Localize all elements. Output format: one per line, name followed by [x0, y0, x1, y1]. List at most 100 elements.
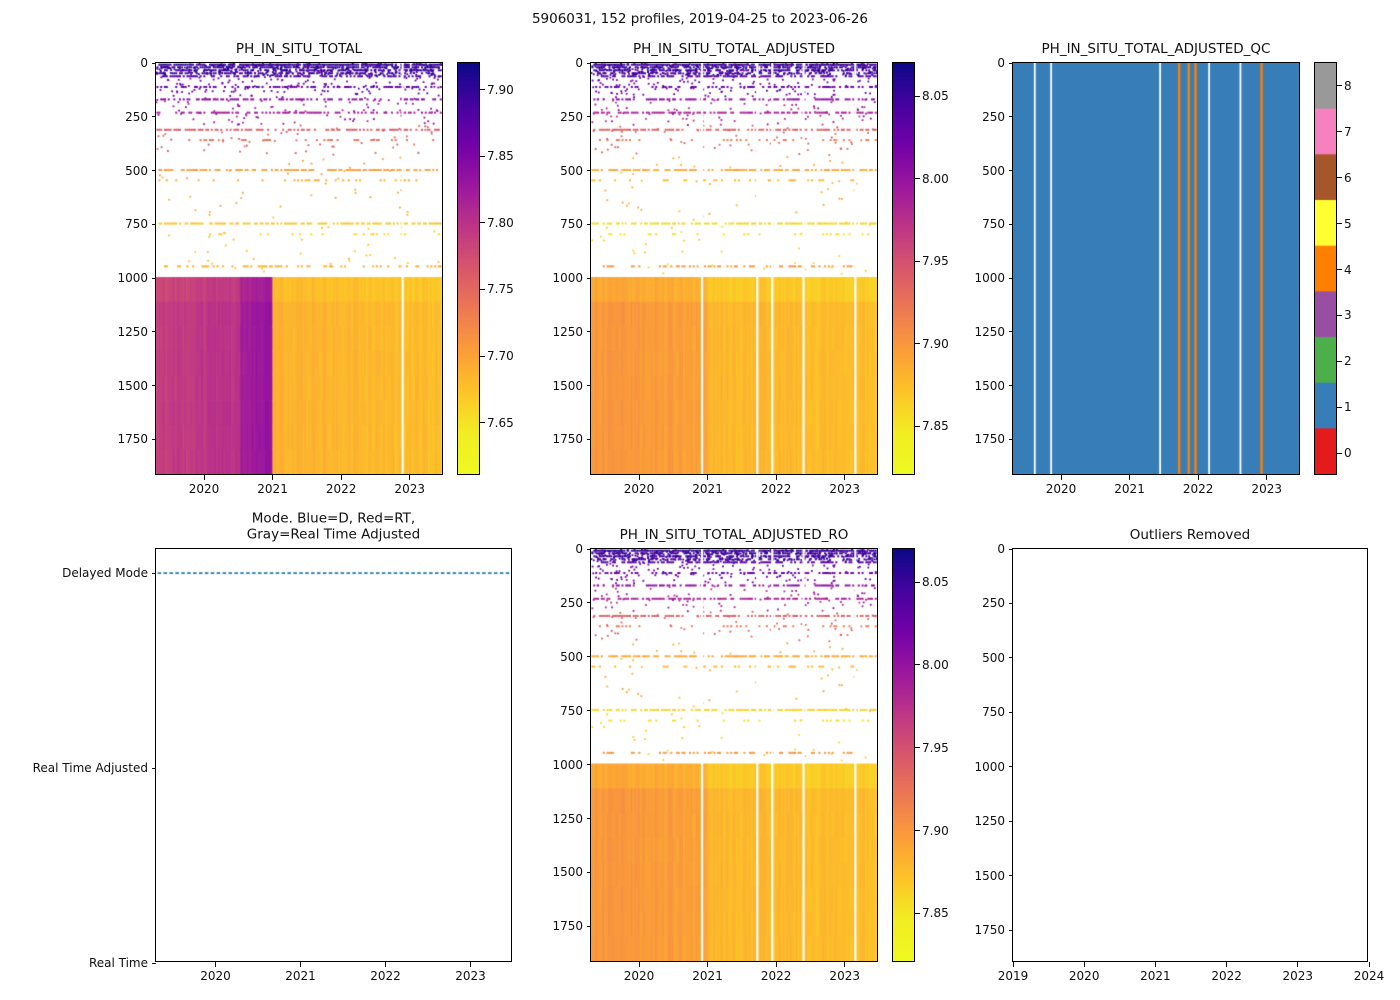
x-tick-label: 2022	[1211, 969, 1242, 983]
y-tick-mark	[586, 277, 591, 279]
x-tick-label: 2021	[1140, 969, 1171, 983]
x-tick-mark	[215, 962, 216, 967]
colorbar-tick-label: 7.65	[487, 415, 514, 430]
y-tick-label: 500	[982, 163, 1005, 178]
x-tick-mark	[844, 475, 846, 480]
y-tick-label: 500	[560, 649, 583, 664]
y-tick-mark	[586, 62, 591, 64]
heatmap-ph-in-situ-total	[156, 63, 442, 474]
y-tick-mark	[1008, 548, 1013, 550]
y-tick-mark	[151, 62, 156, 64]
colorbar-tick-mark	[1337, 452, 1342, 454]
colorbar-tick-label: 8.05	[922, 89, 949, 104]
y-tick-mark	[151, 438, 156, 440]
x-tick-label: 2020	[623, 969, 655, 983]
colorbar-tick-mark	[1337, 223, 1342, 225]
x-tick-label: 2020	[200, 969, 231, 983]
x-tick-label: 2022	[325, 482, 357, 496]
y-tick-mark	[586, 548, 591, 550]
y-tick-mark	[151, 116, 156, 118]
colorbar-tick-mark	[1337, 360, 1342, 362]
subplot-ph-in-situ-total-adjusted-ro: PH_IN_SITU_TOTAL_ADJUSTED_RO 2020 2021 202…	[552, 527, 878, 983]
colorbar-tick-mark	[1337, 314, 1342, 316]
y-tick-label: 750	[560, 217, 583, 232]
x-tick-label: 2023	[1282, 969, 1314, 983]
y-tick-mark	[586, 602, 591, 604]
y-tick-label: 1750	[974, 923, 1005, 938]
colorbar-tick-mark	[915, 178, 920, 180]
y-tick-label: 250	[125, 109, 148, 124]
colorbar-tick-label: 7.85	[922, 906, 949, 921]
x-tick-mark	[1297, 962, 1299, 967]
subplot-ph-in-situ-total-adjusted-qc: PH_IN_SITU_TOTAL_ADJUSTED_QC 2020 2021 202…	[974, 41, 1300, 496]
colorbar-tick-label: 8.00	[922, 171, 949, 186]
x-tick-label: 2020	[623, 482, 655, 496]
colorbar-tick-label: 7.90	[922, 336, 949, 351]
x-tick-mark	[638, 962, 640, 967]
y-tick-mark	[586, 331, 591, 333]
y-tick-label: 1250	[552, 324, 583, 339]
y-tick-label: 750	[982, 705, 1005, 720]
colorbar-ph-in-situ-total-adjusted: 7.85 7.90 7.95 8.00 8.05	[892, 62, 949, 475]
colorbar-tick-mark	[1337, 269, 1342, 270]
colorbar-gradient-icon	[458, 63, 479, 474]
x-tick-label: 2023	[829, 482, 860, 496]
colorbar-discrete-icon	[1315, 63, 1336, 474]
y-tick-mark	[1008, 766, 1013, 768]
colorbar-tick-label: 2	[1344, 354, 1352, 369]
colorbar-tick-label: 7.90	[922, 823, 949, 838]
y-tick-label: 500	[125, 163, 148, 178]
y-tick-label: Real Time	[88, 956, 148, 970]
x-tick-mark	[1197, 475, 1199, 480]
mode-line-plot	[156, 549, 511, 961]
y-tick-label: 1750	[974, 432, 1005, 447]
subplot-outliers-removed: Outliers Removed 2019 2020 2021 2022 2023 202…	[974, 527, 1384, 983]
y-tick-label: 250	[982, 596, 1005, 611]
y-tick-mark	[586, 764, 591, 766]
y-tick-label: 250	[560, 109, 583, 124]
x-tick-mark	[638, 475, 640, 480]
y-tick-mark	[1008, 657, 1013, 659]
colorbar-tick-label: 3	[1344, 308, 1352, 323]
y-tick-mark	[151, 277, 156, 279]
y-tick-mark	[586, 925, 591, 927]
colorbar-tick-label: 7.80	[487, 215, 514, 230]
colorbar-tick-mark	[480, 155, 485, 157]
subplot-title-ph-in-situ-total: PH_IN_SITU_TOTAL	[235, 40, 363, 57]
y-tick-label: 500	[560, 163, 583, 178]
colorbar-tick-mark	[1337, 85, 1342, 87]
colorbar-tick-label: 7.95	[922, 740, 949, 755]
x-tick-mark	[707, 962, 709, 967]
colorbar-tick-mark	[915, 343, 920, 345]
x-tick-mark	[203, 475, 205, 480]
x-tick-label: 2023	[455, 969, 486, 983]
colorbar-tick-label: 7	[1344, 124, 1352, 139]
x-tick-label: 2021	[692, 482, 723, 496]
colorbar-tick-mark	[915, 830, 920, 832]
y-tick-mark	[586, 116, 591, 118]
y-tick-mark	[1008, 820, 1013, 822]
colorbar-tick-mark	[915, 425, 920, 427]
y-tick-label: 0	[997, 542, 1005, 556]
y-tick-mark	[1008, 711, 1013, 713]
y-tick-mark	[1008, 223, 1013, 225]
subplot-ph-in-situ-total-adjusted: PH_IN_SITU_TOTAL_ADJUSTED 2020 2021 2022 20…	[552, 41, 878, 496]
y-tick-label: 1250	[974, 814, 1005, 829]
x-tick-mark	[1129, 475, 1131, 480]
y-tick-label: 500	[982, 650, 1005, 665]
y-tick-label: 1500	[552, 378, 583, 393]
colorbar-tick-label: 0	[1344, 446, 1352, 461]
y-tick-mark	[586, 818, 591, 820]
x-tick-label: 2019	[997, 969, 1029, 983]
y-tick-mark	[1008, 385, 1013, 387]
x-tick-label: 2024	[1353, 969, 1385, 983]
y-tick-label: 0	[575, 56, 583, 70]
x-tick-mark	[340, 475, 342, 480]
subplot-title-mode: Mode. Blue=D, Red=RT, Gray=Real Time Adj…	[246, 510, 421, 543]
x-tick-label: 2022	[370, 969, 401, 983]
y-tick-label: 1000	[974, 271, 1005, 286]
y-tick-mark	[1008, 116, 1013, 118]
colorbar-tick-label: 7.70	[487, 349, 514, 364]
figure-title: 5906031, 152 profiles, 2019-04-25 to 202…	[531, 11, 869, 27]
